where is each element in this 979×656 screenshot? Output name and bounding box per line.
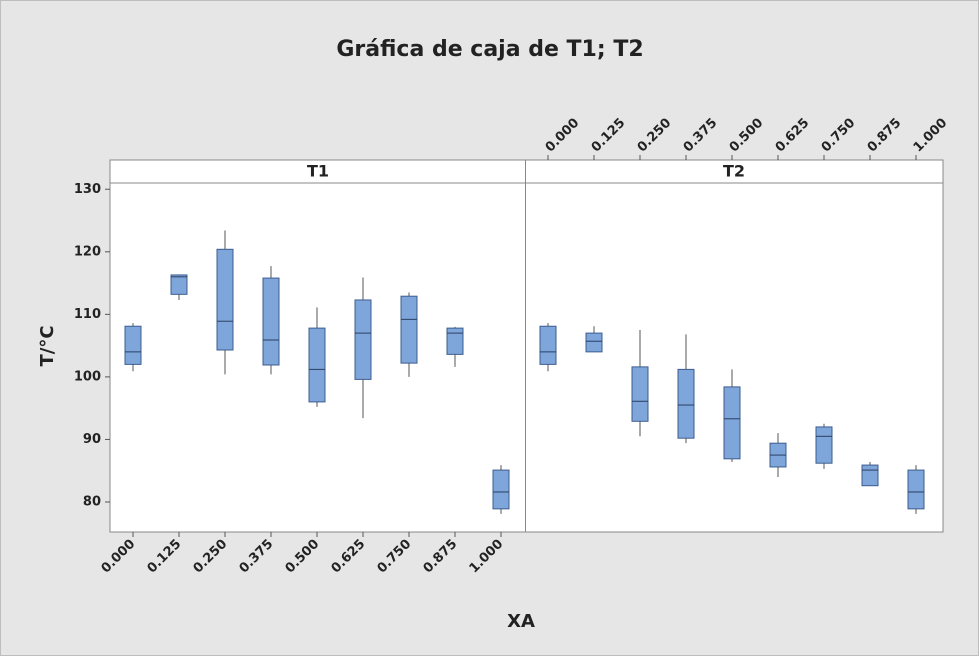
box <box>585 332 603 353</box>
y-tick-label: 100 <box>74 369 101 384</box>
box <box>907 469 925 510</box>
y-tick-label: 80 <box>83 494 101 509</box>
box <box>539 325 557 365</box>
y-tick-label: 110 <box>74 307 101 322</box>
panel-label: T2 <box>723 162 745 181</box>
panel-label: T1 <box>307 162 329 181</box>
y-axis-label: T/°C <box>37 325 58 366</box>
chart-title: Gráfica de caja de T1; T2 <box>336 37 643 62</box>
box <box>723 386 741 460</box>
box <box>216 248 234 351</box>
box <box>354 299 372 380</box>
box <box>861 464 879 487</box>
box <box>446 327 464 355</box>
box <box>677 368 695 439</box>
box <box>631 366 649 422</box>
y-tick-label: 130 <box>74 182 101 197</box>
x-axis-label: XA <box>507 611 535 632</box>
plot-area <box>109 159 944 533</box>
y-tick-label: 120 <box>74 244 101 259</box>
box <box>400 295 418 364</box>
y-tick-label: 90 <box>83 432 101 447</box>
box <box>262 277 280 366</box>
box <box>170 274 188 295</box>
box <box>308 327 326 403</box>
box <box>815 426 833 464</box>
box <box>124 325 142 365</box>
box <box>492 469 510 510</box>
